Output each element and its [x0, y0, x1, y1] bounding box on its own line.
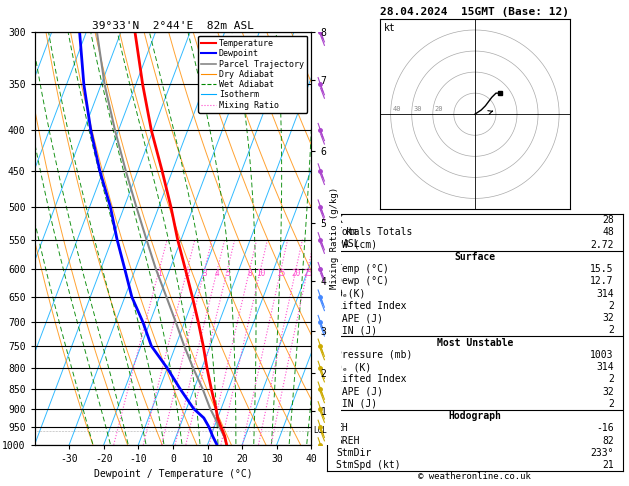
Text: 32: 32	[602, 313, 614, 323]
Text: 2: 2	[608, 374, 614, 384]
Text: CAPE (J): CAPE (J)	[336, 387, 383, 397]
Text: 5: 5	[225, 269, 230, 278]
Text: Mixing Ratio (g/kg): Mixing Ratio (g/kg)	[330, 187, 339, 289]
Text: 48: 48	[602, 227, 614, 237]
Text: 12.7: 12.7	[591, 277, 614, 286]
Text: 28.04.2024  15GMT (Base: 12): 28.04.2024 15GMT (Base: 12)	[381, 7, 569, 17]
Text: 314: 314	[596, 362, 614, 372]
Text: θₑ(K): θₑ(K)	[336, 289, 365, 298]
Text: 2: 2	[608, 301, 614, 311]
Text: Totals Totals: Totals Totals	[336, 227, 413, 237]
X-axis label: Dewpoint / Temperature (°C): Dewpoint / Temperature (°C)	[94, 469, 252, 479]
Text: PW (cm): PW (cm)	[336, 240, 377, 249]
Text: EH: EH	[336, 423, 348, 434]
Text: θₑ (K): θₑ (K)	[336, 362, 371, 372]
Text: SREH: SREH	[336, 436, 359, 446]
Text: 15: 15	[276, 269, 286, 278]
Text: -16: -16	[596, 423, 614, 434]
Text: 233°: 233°	[591, 448, 614, 458]
Text: 2: 2	[185, 269, 189, 278]
Text: 32: 32	[602, 387, 614, 397]
Text: Hodograph: Hodograph	[448, 411, 501, 421]
Text: 40: 40	[392, 106, 401, 112]
Text: Temp (°C): Temp (°C)	[336, 264, 389, 274]
Text: Dewp (°C): Dewp (°C)	[336, 277, 389, 286]
Text: 4: 4	[215, 269, 220, 278]
Text: 28: 28	[602, 215, 614, 225]
Title: 39°33'N  2°44'E  82m ASL: 39°33'N 2°44'E 82m ASL	[92, 21, 254, 31]
Text: 314: 314	[596, 289, 614, 298]
Text: 3: 3	[203, 269, 207, 278]
Text: 30: 30	[414, 106, 422, 112]
Text: 2: 2	[608, 399, 614, 409]
Y-axis label: km
ASL: km ASL	[342, 227, 360, 249]
Text: kt: kt	[384, 23, 396, 33]
Text: CAPE (J): CAPE (J)	[336, 313, 383, 323]
Text: Most Unstable: Most Unstable	[437, 338, 513, 347]
Text: CIN (J): CIN (J)	[336, 325, 377, 335]
Text: © weatheronline.co.uk: © weatheronline.co.uk	[418, 472, 532, 481]
Text: StmSpd (kt): StmSpd (kt)	[336, 460, 401, 470]
Text: 21: 21	[602, 460, 614, 470]
Legend: Temperature, Dewpoint, Parcel Trajectory, Dry Adiabat, Wet Adiabat, Isotherm, Mi: Temperature, Dewpoint, Parcel Trajectory…	[198, 36, 307, 113]
Text: 20: 20	[435, 106, 443, 112]
Text: LCL: LCL	[313, 426, 328, 435]
Text: Lifted Index: Lifted Index	[336, 301, 406, 311]
Text: 25: 25	[303, 269, 313, 278]
Text: 1003: 1003	[591, 350, 614, 360]
Text: Lifted Index: Lifted Index	[336, 374, 406, 384]
Text: Surface: Surface	[454, 252, 496, 262]
Text: 15.5: 15.5	[591, 264, 614, 274]
Text: 2.72: 2.72	[591, 240, 614, 249]
Text: CIN (J): CIN (J)	[336, 399, 377, 409]
Text: 10: 10	[256, 269, 265, 278]
Text: K: K	[336, 215, 342, 225]
Text: StmDir: StmDir	[336, 448, 371, 458]
Text: 82: 82	[602, 436, 614, 446]
Text: 8: 8	[247, 269, 252, 278]
Text: 1: 1	[157, 269, 162, 278]
Text: 2: 2	[608, 325, 614, 335]
Text: Pressure (mb): Pressure (mb)	[336, 350, 413, 360]
Text: 20: 20	[291, 269, 301, 278]
